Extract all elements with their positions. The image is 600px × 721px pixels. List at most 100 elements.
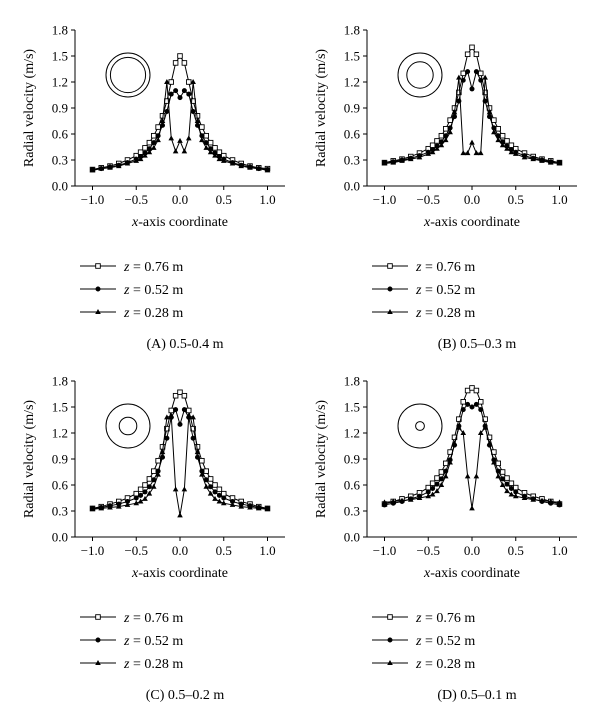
data-point — [429, 480, 436, 487]
data-point — [168, 135, 175, 141]
data-point — [177, 95, 183, 101]
data-point — [177, 137, 183, 143]
data-point — [203, 468, 209, 474]
data-point — [247, 164, 253, 170]
data-point — [451, 109, 458, 115]
data-point — [142, 495, 148, 501]
data-point — [98, 505, 105, 511]
legend-variable: z — [415, 283, 422, 298]
y-tick-label: 1.8 — [52, 374, 68, 389]
legend-variable: z — [123, 283, 130, 298]
data-point — [434, 481, 440, 487]
data-point — [508, 485, 514, 491]
data-point — [168, 91, 174, 97]
x-tick-label: −1.0 — [373, 192, 397, 207]
x-axis-label-rest: -axis coordinate — [138, 566, 228, 581]
data-point — [199, 471, 205, 477]
data-point — [115, 163, 122, 169]
y-tick-label: 0.3 — [344, 504, 360, 519]
data-point — [155, 457, 161, 464]
legend-entry: z = 0.76 m — [80, 611, 183, 626]
series-triangle — [381, 424, 563, 511]
data-point — [473, 69, 479, 75]
data-point — [146, 490, 153, 496]
data-point — [464, 473, 471, 479]
data-point — [442, 137, 449, 143]
data-point — [508, 480, 515, 487]
x-tick-label: 0.0 — [464, 192, 480, 207]
data-point — [164, 414, 170, 420]
data-point — [142, 152, 148, 158]
y-tick-label: 0.6 — [52, 478, 69, 493]
data-point — [407, 496, 414, 502]
inset-outer-circle — [105, 403, 151, 449]
data-point — [434, 138, 440, 144]
data-point — [486, 109, 493, 115]
data-point — [464, 150, 471, 156]
data-point — [150, 132, 157, 139]
series-circle — [90, 88, 270, 173]
data-point — [89, 506, 96, 512]
x-axis-label-italic: x — [131, 566, 139, 581]
data-point — [155, 137, 161, 143]
data-point — [185, 412, 192, 418]
legend-equation: = 0.52 m — [129, 283, 183, 298]
data-point — [185, 79, 192, 85]
data-point — [220, 490, 227, 497]
data-point — [425, 484, 431, 491]
data-point — [142, 145, 148, 151]
legend-variable: z — [123, 634, 130, 649]
data-point — [495, 126, 501, 132]
data-point — [212, 145, 218, 151]
data-point — [159, 118, 166, 123]
data-point — [172, 392, 179, 399]
x-tick-label: 0.5 — [508, 192, 524, 207]
data-point — [216, 492, 222, 498]
data-point — [133, 490, 139, 497]
legend-marker — [95, 309, 101, 314]
series-triangle — [381, 74, 563, 166]
legend-equation: = 0.76 m — [421, 260, 475, 275]
series-square — [89, 53, 271, 173]
y-tick-label: 0.3 — [344, 153, 360, 168]
data-point — [491, 129, 497, 135]
panel-caption: (C) 0.5–0.2 m — [146, 688, 225, 703]
y-tick-label: 0.9 — [344, 101, 360, 116]
x-tick-label: 1.0 — [551, 192, 567, 207]
data-point — [556, 160, 563, 166]
data-point — [199, 124, 205, 130]
series-line — [92, 55, 268, 171]
data-point — [460, 70, 466, 77]
data-point — [212, 482, 218, 488]
legend-entry: z = 0.76 m — [80, 260, 183, 275]
data-point — [150, 483, 157, 489]
data-point — [221, 495, 227, 501]
data-point — [469, 404, 475, 410]
data-point — [208, 484, 214, 490]
data-point — [89, 167, 96, 173]
data-point — [429, 149, 436, 155]
legend-entry: z = 0.52 m — [372, 634, 475, 649]
y-tick-label: 0.9 — [344, 452, 360, 467]
series-circle — [382, 401, 562, 508]
legend-marker — [95, 263, 101, 269]
legend-equation: = 0.52 m — [421, 283, 475, 298]
data-point — [438, 142, 445, 148]
legend-entry: z = 0.52 m — [80, 634, 183, 649]
data-point — [473, 401, 479, 407]
legend-marker — [387, 309, 393, 314]
legend-marker — [387, 637, 393, 643]
y-tick-label: 1.2 — [344, 426, 360, 441]
data-point — [465, 69, 471, 75]
data-point — [181, 486, 188, 492]
data-point — [495, 137, 502, 143]
data-point — [212, 495, 218, 501]
x-tick-label: −1.0 — [373, 543, 397, 558]
x-tick-label: −1.0 — [81, 543, 105, 558]
data-point — [107, 164, 113, 170]
series-circle — [90, 407, 270, 511]
data-point — [194, 449, 201, 455]
x-tick-label: 0.5 — [216, 543, 232, 558]
data-point — [434, 475, 440, 481]
x-axis-label-rest: -axis coordinate — [430, 215, 520, 230]
